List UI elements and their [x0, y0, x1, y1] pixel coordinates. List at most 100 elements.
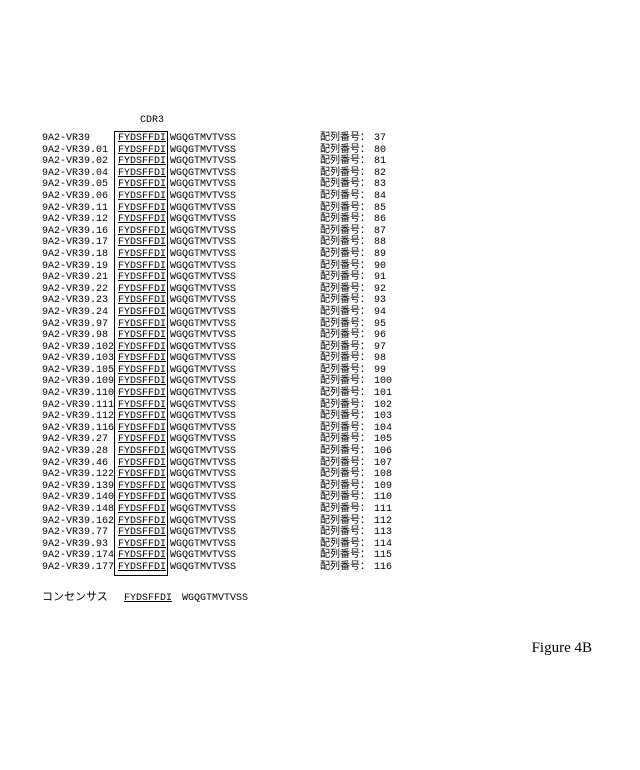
seq-id-label: 配列番号：: [320, 562, 370, 574]
seq-id-label: 配列番号：: [320, 249, 370, 261]
tail-sequence: WGQGTMVTVSS: [168, 550, 250, 562]
sequence-id: 9A2-VR39.18: [42, 249, 114, 261]
tail-sequence: WGQGTMVTVSS: [168, 156, 250, 168]
sequence-id: 9A2-VR39.102: [42, 342, 114, 354]
tail-sequence: WGQGTMVTVSS: [168, 539, 250, 551]
seq-id-number: 81: [370, 156, 386, 168]
sequence-id: 9A2-VR39.46: [42, 458, 114, 470]
table-row: 9A2-VR39.109FYDSFFDIWGQGTMVTVSS配列番号：100: [42, 376, 392, 388]
table-row: 9A2-VR39.22FYDSFFDIWGQGTMVTVSS配列番号：92: [42, 284, 392, 296]
seq-id-label: 配列番号：: [320, 226, 370, 238]
seq-id-number: 88: [370, 237, 386, 249]
sequence-id: 9A2-VR39.116: [42, 423, 114, 435]
seq-id-number: 91: [370, 272, 386, 284]
sequence-id: 9A2-VR39.22: [42, 284, 114, 296]
seq-id-label: 配列番号：: [320, 516, 370, 528]
sequence-id: 9A2-VR39.110: [42, 388, 114, 400]
seq-id-label: 配列番号：: [320, 388, 370, 400]
seq-id-number: 103: [370, 411, 392, 423]
table-row: 9A2-VR39.111FYDSFFDIWGQGTMVTVSS配列番号：102: [42, 400, 392, 412]
table-row: 9A2-VR39.139FYDSFFDIWGQGTMVTVSS配列番号：109: [42, 481, 392, 493]
seq-id-label: 配列番号：: [320, 469, 370, 481]
seq-id-number: 109: [370, 481, 392, 493]
seq-id-label: 配列番号：: [320, 307, 370, 319]
sequence-id: 9A2-VR39.05: [42, 179, 114, 191]
seq-id-label: 配列番号：: [320, 527, 370, 539]
table-row: 9A2-VR39.02FYDSFFDIWGQGTMVTVSS配列番号：81: [42, 156, 392, 168]
seq-id-label: 配列番号：: [320, 330, 370, 342]
sequence-id: 9A2-VR39.77: [42, 527, 114, 539]
sequence-id: 9A2-VR39.148: [42, 504, 114, 516]
seq-id-number: 116: [370, 562, 392, 574]
tail-sequence: WGQGTMVTVSS: [168, 133, 250, 145]
cdr3-header: CDR3: [140, 115, 164, 126]
sequence-id: 9A2-VR39.97: [42, 319, 114, 331]
tail-sequence: WGQGTMVTVSS: [168, 214, 250, 226]
tail-sequence: WGQGTMVTVSS: [168, 446, 250, 458]
tail-sequence: WGQGTMVTVSS: [168, 365, 250, 377]
seq-id-label: 配列番号：: [320, 550, 370, 562]
column-header-row: CDR3: [42, 115, 392, 129]
seq-id-number: 92: [370, 284, 386, 296]
seq-id-number: 105: [370, 434, 392, 446]
sequence-id: 9A2-VR39.174: [42, 550, 114, 562]
seq-id-label: 配列番号：: [320, 492, 370, 504]
table-row: 9A2-VR39.04FYDSFFDIWGQGTMVTVSS配列番号：82: [42, 168, 392, 180]
sequence-id: 9A2-VR39.93: [42, 539, 114, 551]
seq-id-label: 配列番号：: [320, 365, 370, 377]
consensus-cdr: FYDSFFDI: [120, 593, 174, 604]
sequence-id: 9A2-VR39.23: [42, 295, 114, 307]
sequence-id: 9A2-VR39.02: [42, 156, 114, 168]
tail-sequence: WGQGTMVTVSS: [168, 423, 250, 435]
seq-id-label: 配列番号：: [320, 145, 370, 157]
tail-sequence: WGQGTMVTVSS: [168, 353, 250, 365]
tail-sequence: WGQGTMVTVSS: [168, 145, 250, 157]
sequence-id: 9A2-VR39.27: [42, 434, 114, 446]
seq-id-number: 98: [370, 353, 386, 365]
table-row: 9A2-VR39.16FYDSFFDIWGQGTMVTVSS配列番号：87: [42, 226, 392, 238]
sequence-id: 9A2-VR39.111: [42, 400, 114, 412]
tail-sequence: WGQGTMVTVSS: [168, 284, 250, 296]
seq-id-number: 97: [370, 342, 386, 354]
table-row: 9A2-VR39.12FYDSFFDIWGQGTMVTVSS配列番号：86: [42, 214, 392, 226]
sequence-id: 9A2-VR39.06: [42, 191, 114, 203]
seq-id-label: 配列番号：: [320, 295, 370, 307]
tail-sequence: WGQGTMVTVSS: [168, 411, 250, 423]
table-row: 9A2-VR39.77FYDSFFDIWGQGTMVTVSS配列番号：113: [42, 527, 392, 539]
seq-id-number: 96: [370, 330, 386, 342]
table-row: 9A2-VR39.24FYDSFFDIWGQGTMVTVSS配列番号：94: [42, 307, 392, 319]
table-row: 9A2-VR39.103FYDSFFDIWGQGTMVTVSS配列番号：98: [42, 353, 392, 365]
seq-id-number: 114: [370, 539, 392, 551]
seq-id-label: 配列番号：: [320, 168, 370, 180]
seq-id-label: 配列番号：: [320, 214, 370, 226]
seq-id-number: 93: [370, 295, 386, 307]
tail-sequence: WGQGTMVTVSS: [168, 527, 250, 539]
seq-id-label: 配列番号：: [320, 504, 370, 516]
tail-sequence: WGQGTMVTVSS: [168, 261, 250, 273]
seq-id-number: 90: [370, 261, 386, 273]
sequence-id: 9A2-VR39.24: [42, 307, 114, 319]
table-row: 9A2-VR39.01FYDSFFDIWGQGTMVTVSS配列番号：80: [42, 145, 392, 157]
figure-caption: Figure 4B: [532, 640, 592, 657]
sequence-id: 9A2-VR39.162: [42, 516, 114, 528]
table-row: 9A2-VR39.97FYDSFFDIWGQGTMVTVSS配列番号：95: [42, 319, 392, 331]
sequence-id: 9A2-VR39.19: [42, 261, 114, 273]
consensus-row: コンセンサス FYDSFFDI WGQGTMVTVSS: [42, 588, 392, 604]
sequence-id: 9A2-VR39.17: [42, 237, 114, 249]
seq-id-number: 94: [370, 307, 386, 319]
tail-sequence: WGQGTMVTVSS: [168, 504, 250, 516]
seq-id-label: 配列番号：: [320, 203, 370, 215]
sequence-id: 9A2-VR39.01: [42, 145, 114, 157]
table-row: 9A2-VR39.105FYDSFFDIWGQGTMVTVSS配列番号：99: [42, 365, 392, 377]
table-row: 9A2-VR39.177FYDSFFDIWGQGTMVTVSS配列番号：116: [42, 562, 392, 574]
seq-id-label: 配列番号：: [320, 319, 370, 331]
table-row: 9A2-VR39.23FYDSFFDIWGQGTMVTVSS配列番号：93: [42, 295, 392, 307]
sequence-id: 9A2-VR39.12: [42, 214, 114, 226]
seq-id-label: 配列番号：: [320, 191, 370, 203]
sequence-id: 9A2-VR39.04: [42, 168, 114, 180]
table-row: 9A2-VR39.27FYDSFFDIWGQGTMVTVSS配列番号：105: [42, 434, 392, 446]
seq-id-number: 80: [370, 145, 386, 157]
seq-id-number: 110: [370, 492, 392, 504]
tail-sequence: WGQGTMVTVSS: [168, 388, 250, 400]
sequence-id: 9A2-VR39.105: [42, 365, 114, 377]
